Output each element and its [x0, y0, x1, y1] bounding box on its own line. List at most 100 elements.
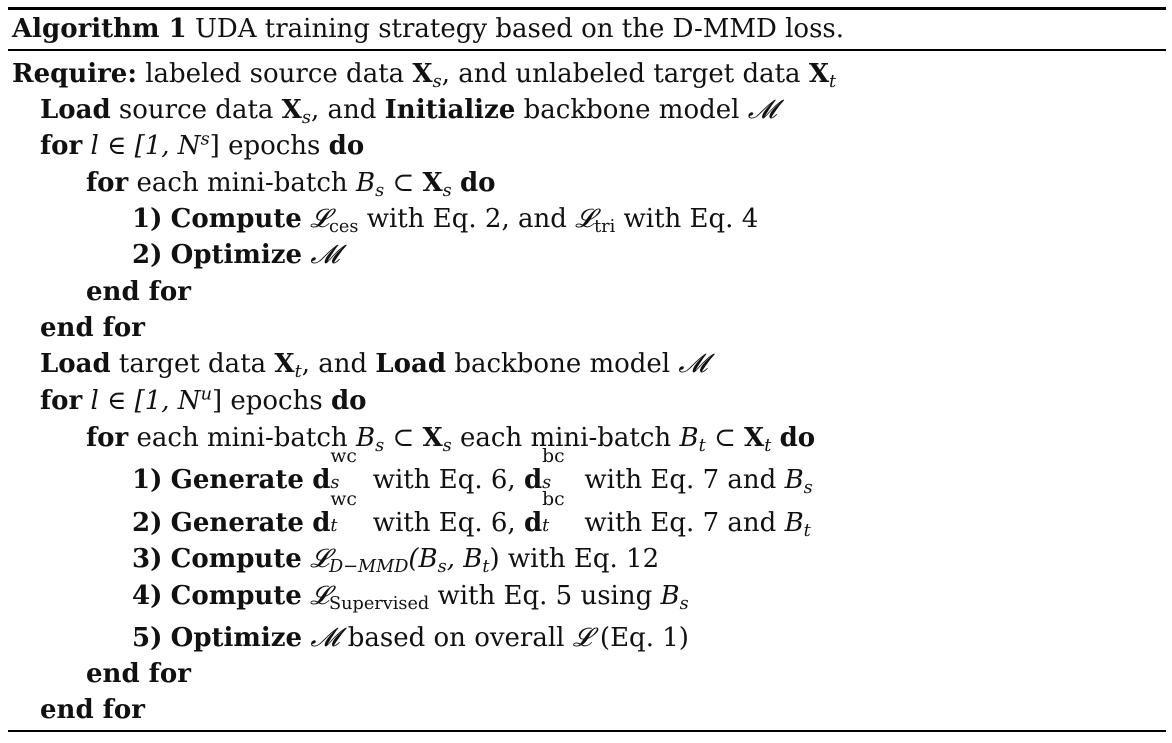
- line-require: Require: labeled source data Xs, and unl…: [12, 57, 836, 93]
- top-rule: [8, 7, 1166, 10]
- optimize-keyword: Optimize: [170, 240, 303, 270]
- math-X: X: [422, 168, 443, 198]
- step1-text-2: with Eq. 4: [623, 204, 759, 234]
- math-supsub: bc s: [542, 446, 576, 493]
- math-sub-t: t: [482, 556, 490, 577]
- math-sub-s: s: [679, 593, 689, 614]
- math-B: B: [355, 168, 376, 198]
- eq1-text: (Eq. 1): [599, 623, 689, 653]
- math-M: 𝓜: [310, 623, 340, 653]
- load-keyword-2: Load: [375, 349, 447, 379]
- math-B: B: [784, 508, 804, 538]
- line-end-for-outer-2: end for: [40, 693, 145, 729]
- math-sub-t: t: [330, 516, 338, 536]
- line-end-for-inner: end for: [86, 275, 191, 311]
- math-L: 𝓛: [310, 544, 330, 574]
- with-eq5-text: with Eq. 5 using: [437, 581, 653, 611]
- step1-text: with Eq. 2, and: [366, 204, 567, 234]
- math-sub-t: t: [294, 361, 302, 382]
- math-sub-s: s: [375, 180, 385, 201]
- math-sub-s: s: [437, 556, 447, 577]
- math-sup-wc: wc: [330, 489, 357, 510]
- minibatch-text-2: each mini-batch: [460, 423, 672, 453]
- math-args-open: (B: [408, 544, 438, 574]
- math-L: 𝓛: [572, 623, 592, 653]
- math-X: X: [422, 423, 443, 453]
- math-d: d: [523, 465, 543, 495]
- minibatch-text: each mini-batch: [136, 168, 348, 198]
- math-B: B: [355, 423, 376, 453]
- backbone-text: backbone model: [523, 95, 740, 125]
- math-sub-s: s: [442, 435, 452, 456]
- math-B: B: [784, 465, 804, 495]
- math-X: X: [744, 423, 765, 453]
- math-d: d: [312, 465, 331, 495]
- step-number: 1): [132, 465, 163, 495]
- math-sub-t: t: [698, 435, 706, 456]
- end-for-keyword: end for: [86, 277, 191, 307]
- math-L: 𝓛: [310, 581, 330, 611]
- overall-text: based on overall: [347, 623, 565, 653]
- require-text: labeled source data: [145, 59, 405, 89]
- math-subset: ⊂: [713, 423, 736, 453]
- with-eq6-text: with Eq. 6,: [372, 465, 516, 495]
- math-subset: ⊂: [392, 423, 415, 453]
- generate-keyword: Generate: [170, 465, 304, 495]
- with-eq7-text: with Eq. 7 and: [584, 508, 777, 538]
- step-number: 5): [132, 623, 163, 653]
- minibatch-text: each mini-batch: [136, 423, 348, 453]
- step-number: 2): [132, 508, 163, 538]
- line-for-minibatch-both: for each mini-batch Bs ⊂ Xs each mini-ba…: [86, 421, 815, 457]
- math-L: 𝓛: [310, 204, 330, 234]
- math-d: d: [523, 508, 543, 538]
- backbone-text: backbone model: [454, 349, 671, 379]
- epochs-text: epochs: [228, 131, 321, 161]
- do-keyword: do: [328, 131, 365, 161]
- line-end-for-outer: end for: [40, 311, 145, 347]
- math-close: ]: [209, 131, 220, 161]
- math-sub-dmmd: D−MMD: [329, 556, 409, 577]
- math-close: ]: [211, 386, 223, 416]
- load-target-text: target data: [118, 349, 267, 379]
- do-keyword: do: [460, 168, 496, 198]
- math-X: X: [412, 59, 433, 89]
- step-number: 3): [132, 544, 163, 574]
- math-sub-supervised: Supervised: [329, 593, 430, 614]
- compute-keyword: Compute: [170, 204, 302, 234]
- line-load-target: Load target data Xt, and Load backbone m…: [40, 347, 708, 383]
- math-sub-s: s: [375, 435, 385, 456]
- line-load-source: Load source data Xs, and Initialize back…: [40, 93, 777, 129]
- end-for-keyword: end for: [86, 659, 191, 689]
- math-sub-s: s: [542, 473, 552, 493]
- line-generate-target: 2) Generate d wc t with Eq. 6, d bc t with E…: [132, 489, 811, 541]
- require-keyword: Require:: [12, 59, 137, 89]
- math-args-comma: , B: [446, 544, 483, 574]
- end-for-keyword: end for: [40, 695, 145, 725]
- line-step1-compute: 1) Compute 𝓛ces with Eq. 2, and 𝓛tri wit…: [132, 202, 758, 238]
- math-subset: ⊂: [392, 168, 415, 198]
- math-sub-t: t: [829, 71, 837, 92]
- for-keyword: for: [86, 168, 129, 198]
- math-sub-s: s: [803, 477, 813, 498]
- math-supsub: bc t: [542, 489, 576, 536]
- step-number: 2): [132, 240, 163, 270]
- line-compute-supervised: 4) Compute 𝓛Supervised with Eq. 5 using …: [132, 579, 689, 615]
- with-eq12-text: with Eq. 12: [507, 544, 660, 574]
- math-X: X: [281, 95, 302, 125]
- math-sup-s: s: [200, 129, 210, 150]
- and-text: , and: [310, 95, 377, 125]
- math-B: B: [679, 423, 699, 453]
- math-sub-ces: ces: [329, 216, 359, 237]
- math-L: 𝓛: [575, 204, 595, 234]
- math-range: l ∈ [1, N: [90, 386, 201, 416]
- compute-keyword: Compute: [170, 544, 302, 574]
- math-X: X: [274, 349, 295, 379]
- math-sup-bc: bc: [542, 446, 565, 467]
- line-step2-optimize: 2) Optimize 𝓜: [132, 238, 339, 274]
- for-keyword: for: [40, 386, 83, 416]
- step-number: 1): [132, 204, 163, 234]
- and-text: , and: [301, 349, 368, 379]
- line-end-for-inner-2: end for: [86, 657, 191, 693]
- line-optimize-overall: 5) Optimize 𝓜 based on overall 𝓛 (Eq. 1): [132, 621, 689, 657]
- math-sub-tri: tri: [594, 216, 616, 237]
